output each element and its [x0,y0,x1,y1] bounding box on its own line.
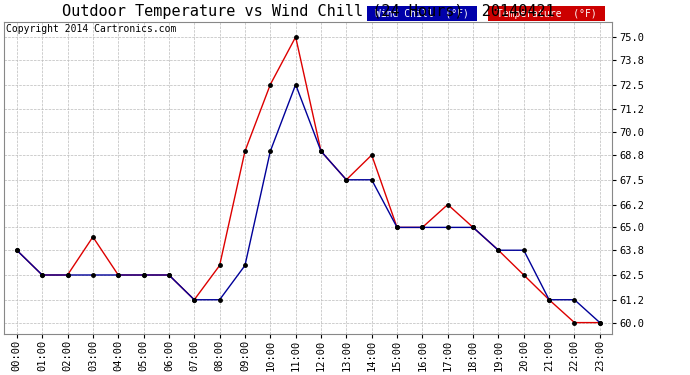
Text: Temperature  (°F): Temperature (°F) [491,9,602,19]
Title: Outdoor Temperature vs Wind Chill (24 Hours)  20140421: Outdoor Temperature vs Wind Chill (24 Ho… [62,4,555,19]
Text: Wind Chill  (°F): Wind Chill (°F) [369,9,475,19]
Text: Copyright 2014 Cartronics.com: Copyright 2014 Cartronics.com [6,24,176,34]
